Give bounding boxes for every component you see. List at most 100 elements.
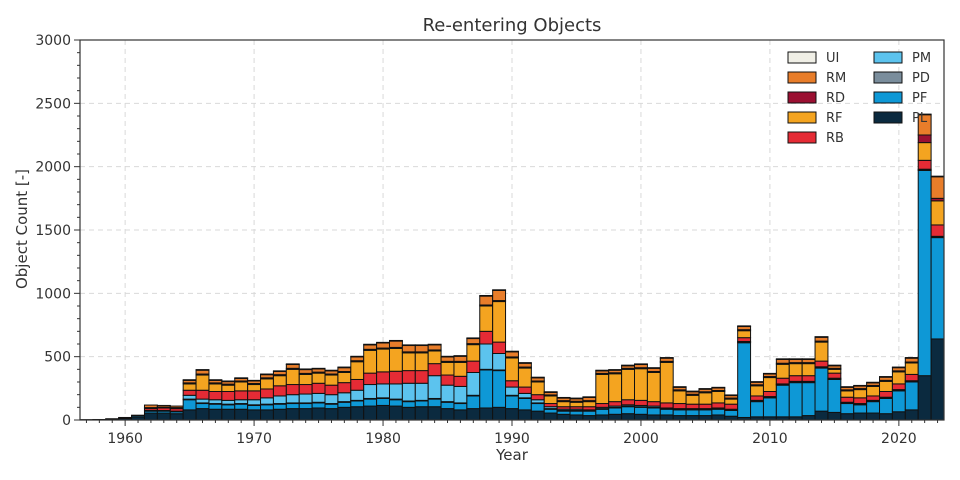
bar-PF-2015 <box>827 378 842 413</box>
y-tick-label: 2500 <box>35 96 71 112</box>
bar-UI-2023 <box>930 175 945 178</box>
bar-UI-2002 <box>659 357 674 359</box>
bar-RM-1986 <box>453 355 468 362</box>
bar-UI-1982 <box>401 344 416 347</box>
bar-PM-1981 <box>388 383 403 400</box>
bar-PL-2022 <box>917 375 932 421</box>
bar-RF-1994 <box>556 401 571 408</box>
bar-UI-1984 <box>427 343 442 346</box>
bar-RF-1986 <box>453 361 468 377</box>
bar-PL-1977 <box>337 406 352 421</box>
bar-RM-1991 <box>517 362 532 368</box>
bar-PL-2003 <box>672 415 687 421</box>
bar-RB-1986 <box>453 375 468 387</box>
bar-PF-1999 <box>621 406 636 415</box>
y-tick-label: 1000 <box>35 286 71 302</box>
bar-RB-1985 <box>440 374 455 386</box>
bar-PM-1985 <box>440 384 455 403</box>
bar-RF-2022 <box>917 142 932 161</box>
bar-PM-1988 <box>479 343 494 370</box>
bar-RF-1993 <box>543 395 558 405</box>
legend-swatch-PD <box>873 71 903 84</box>
bar-UI-1972 <box>272 370 287 372</box>
bar-RF-2001 <box>646 372 661 403</box>
bar-PF-1969 <box>234 403 249 410</box>
bar-PF-2016 <box>840 403 855 415</box>
bar-PF-1965 <box>182 399 197 411</box>
bar-RB-1973 <box>285 384 300 396</box>
bar-PF-2007 <box>724 410 739 417</box>
bar-PM-1965 <box>182 394 197 400</box>
bar-RF-1999 <box>621 368 636 401</box>
legend-label-PF: PF <box>912 91 927 106</box>
bar-PF-1990 <box>505 395 519 410</box>
y-tick-label: 2000 <box>35 160 71 176</box>
legend-label-PD: PD <box>912 71 930 86</box>
bar-PL-1968 <box>221 408 236 421</box>
bar-RD-2022 <box>917 134 932 144</box>
bar-PL-1991 <box>517 409 532 421</box>
y-axis-title: Object Count [-] <box>13 169 31 289</box>
bar-PL-1993 <box>543 412 558 421</box>
bar-RB-1983 <box>414 370 429 384</box>
bar-PL-1963 <box>156 412 171 421</box>
bar-PL-1982 <box>401 406 416 421</box>
bar-RB-2016 <box>840 396 855 403</box>
legend-swatch-PL <box>873 111 903 124</box>
bar-PF-1991 <box>517 397 532 411</box>
bar-PF-2014 <box>814 367 829 412</box>
bar-PF-2013 <box>801 382 816 417</box>
bar-RB-1981 <box>388 370 403 385</box>
bar-UI-1994 <box>556 396 571 399</box>
bar-UI-2009 <box>750 381 764 383</box>
bar-PF-1986 <box>453 403 468 411</box>
bar-RM-1987 <box>466 338 481 345</box>
bar-RB-2020 <box>891 383 906 391</box>
bar-RF-2016 <box>840 390 855 398</box>
bar-PL-1984 <box>427 406 442 421</box>
bar-UI-2021 <box>904 357 919 359</box>
bar-PF-2008 <box>737 342 752 418</box>
bar-RM-1962 <box>143 404 158 409</box>
bar-RB-1977 <box>337 382 352 394</box>
bar-PF-1982 <box>401 401 416 408</box>
bar-UI-2004 <box>685 390 700 393</box>
bar-PF-1977 <box>337 401 352 408</box>
bar-PF-2005 <box>698 409 713 417</box>
bar-RF-2015 <box>827 368 842 374</box>
bar-RB-1971 <box>260 388 274 399</box>
bar-PL-2013 <box>801 415 816 421</box>
bar-UI-2018 <box>866 381 881 384</box>
bar-PF-1987 <box>466 395 481 410</box>
bar-PL-1978 <box>350 406 365 421</box>
bar-RF-2005 <box>698 392 713 405</box>
bar-PF-1996 <box>582 410 597 417</box>
bar-PL-1962 <box>143 412 158 421</box>
bar-PF-2006 <box>711 408 726 416</box>
legend-label-PL: PL <box>912 111 928 126</box>
bar-PM-1973 <box>285 394 300 404</box>
bar-UI-1987 <box>466 337 481 340</box>
bar-RF-2009 <box>750 385 764 397</box>
bar-RB-1990 <box>505 380 519 388</box>
bar-PL-2020 <box>891 411 906 421</box>
bar-RB-1988 <box>479 330 494 345</box>
bar-PM-1977 <box>337 392 352 403</box>
bar-PF-1998 <box>608 407 623 415</box>
bar-UI-2003 <box>672 386 687 388</box>
bar-PL-1995 <box>569 414 584 421</box>
bar-RF-1990 <box>505 357 519 382</box>
bar-RF-1982 <box>401 352 416 372</box>
bar-RF-1979 <box>363 349 378 374</box>
legend-label-PM: PM <box>912 51 931 66</box>
bar-PM-1980 <box>376 383 390 399</box>
axes: 0 500 1000 1500 2000 2500 3000 1960 1970 1980 1990… <box>35 33 945 447</box>
bar-UI-2013 <box>801 358 816 360</box>
bar-RF-1989 <box>492 301 507 343</box>
bar-RF-2002 <box>659 361 674 404</box>
bar-PL-1965 <box>182 409 197 421</box>
bar-PL-2015 <box>827 411 842 421</box>
bar-PM-1986 <box>453 385 468 404</box>
legend-swatch-RB <box>787 131 817 144</box>
bar-RF-2013 <box>801 363 816 377</box>
